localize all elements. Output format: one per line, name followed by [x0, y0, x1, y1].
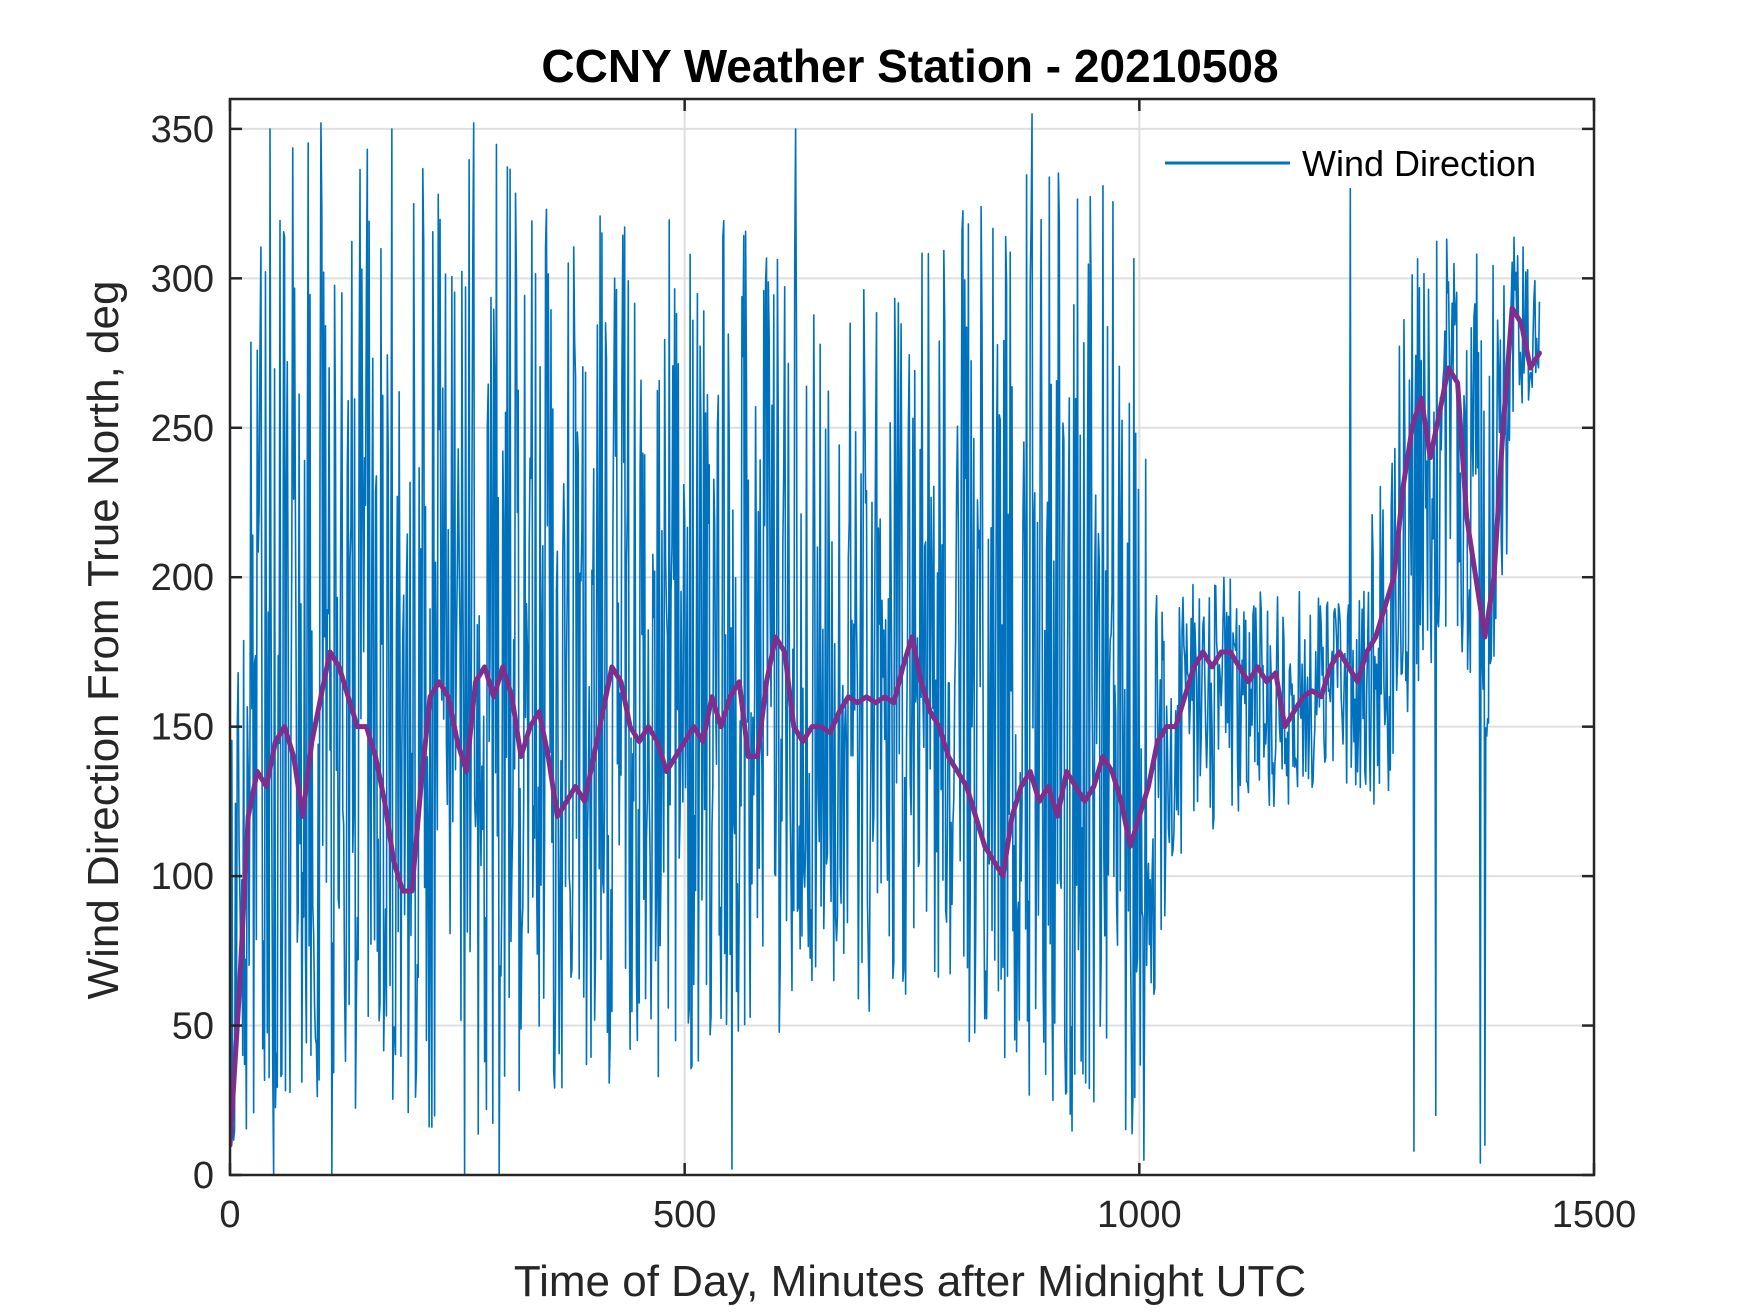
y-tick-label: 0 [193, 1155, 214, 1197]
y-tick-label: 50 [172, 1006, 214, 1048]
y-tick-label: 250 [151, 408, 214, 450]
x-tick-labels: 0 500 1000 1500 [219, 1194, 1636, 1236]
series-line-smoothed [230, 305, 1542, 1148]
plot-frame [228, 97, 1596, 1177]
y-tick-labels: 0 50 100 150 200 250 300 350 [151, 109, 214, 1197]
y-axis-label: Wind Direction From True North, deg [79, 281, 128, 1000]
series-layer [230, 113, 1542, 1175]
x-tick-label: 1000 [1097, 1194, 1182, 1236]
y-tick-label: 300 [151, 258, 214, 300]
legend-label-wind-direction: Wind Direction [1302, 143, 1536, 184]
y-tick-label: 200 [151, 557, 214, 599]
x-tick-label: 1500 [1552, 1194, 1637, 1236]
y-tick-label: 100 [151, 856, 214, 898]
x-tick-label: 500 [653, 1194, 716, 1236]
x-axis-label: Time of Day, Minutes after Midnight UTC [514, 1257, 1306, 1306]
series-line-wind-direction [230, 113, 1541, 1175]
chart-title: CCNY Weather Station - 20210508 [541, 40, 1278, 92]
legend: Wind Direction [1165, 143, 1536, 184]
y-tick-label: 150 [151, 707, 214, 749]
y-tick-label: 350 [151, 109, 214, 151]
axis-ticks [228, 99, 1596, 1177]
x-tick-label: 0 [219, 1194, 240, 1236]
